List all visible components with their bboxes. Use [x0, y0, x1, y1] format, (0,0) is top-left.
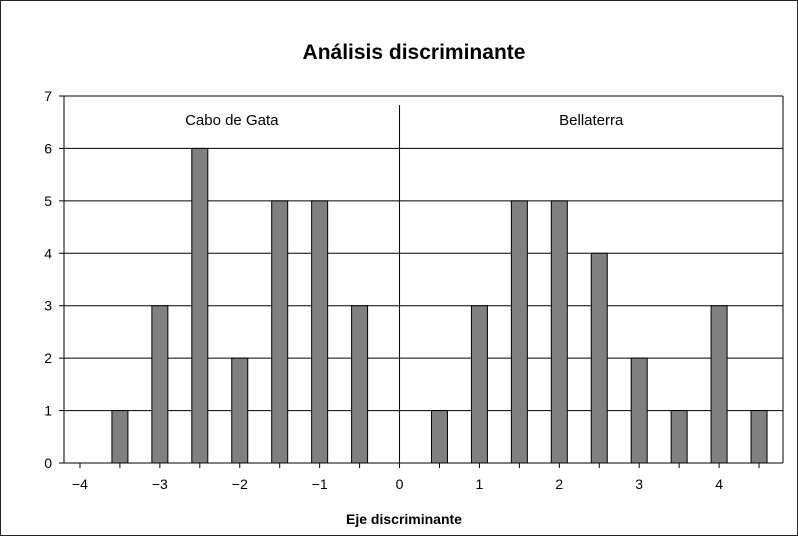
y-tick-label: 3 [44, 298, 52, 314]
bar [470, 305, 488, 464]
y-tick-label: 6 [44, 140, 52, 156]
axis-layer: 0 1 2 3 4 5 6 7 −4 −3 −2 −1 0 1 2 3 4 [44, 88, 783, 492]
bar [750, 410, 768, 464]
x-tick-label: 4 [715, 476, 723, 492]
bar [430, 410, 448, 464]
y-tick-label: 2 [44, 350, 52, 366]
bar [231, 357, 249, 464]
bar [710, 305, 728, 464]
bar [590, 252, 608, 464]
x-tick-label: 3 [635, 476, 643, 492]
x-tick-label: 0 [396, 476, 404, 492]
group-layer: Cabo de Gata Bellaterra [185, 105, 624, 463]
x-tick-label: 2 [555, 476, 563, 492]
bar [351, 305, 369, 464]
y-tick-label: 7 [44, 88, 52, 104]
bar-layer [111, 147, 768, 464]
x-tick-label: −1 [312, 476, 328, 492]
bar [151, 305, 169, 464]
bar [670, 410, 688, 464]
grid-layer [64, 95, 784, 463]
group-label: Cabo de Gata [185, 112, 279, 129]
y-tick-label: 5 [44, 193, 52, 209]
y-tick-label: 0 [44, 455, 52, 471]
chart-title: Análisis discriminante [303, 41, 526, 64]
x-tick-label: 1 [476, 476, 484, 492]
group-label: Bellaterra [559, 112, 624, 129]
bar [271, 200, 289, 464]
y-tick-label: 4 [44, 245, 52, 261]
bar [630, 357, 648, 464]
y-tick-label: 1 [44, 403, 52, 419]
bar [191, 147, 209, 464]
x-tick-label: −2 [232, 476, 248, 492]
bar [550, 200, 568, 464]
bar [111, 410, 129, 464]
x-tick-label: −4 [72, 476, 88, 492]
bar [510, 200, 528, 464]
bar [311, 200, 329, 464]
x-axis-label: Eje discriminante [346, 511, 462, 527]
x-tick-label: −3 [152, 476, 168, 492]
